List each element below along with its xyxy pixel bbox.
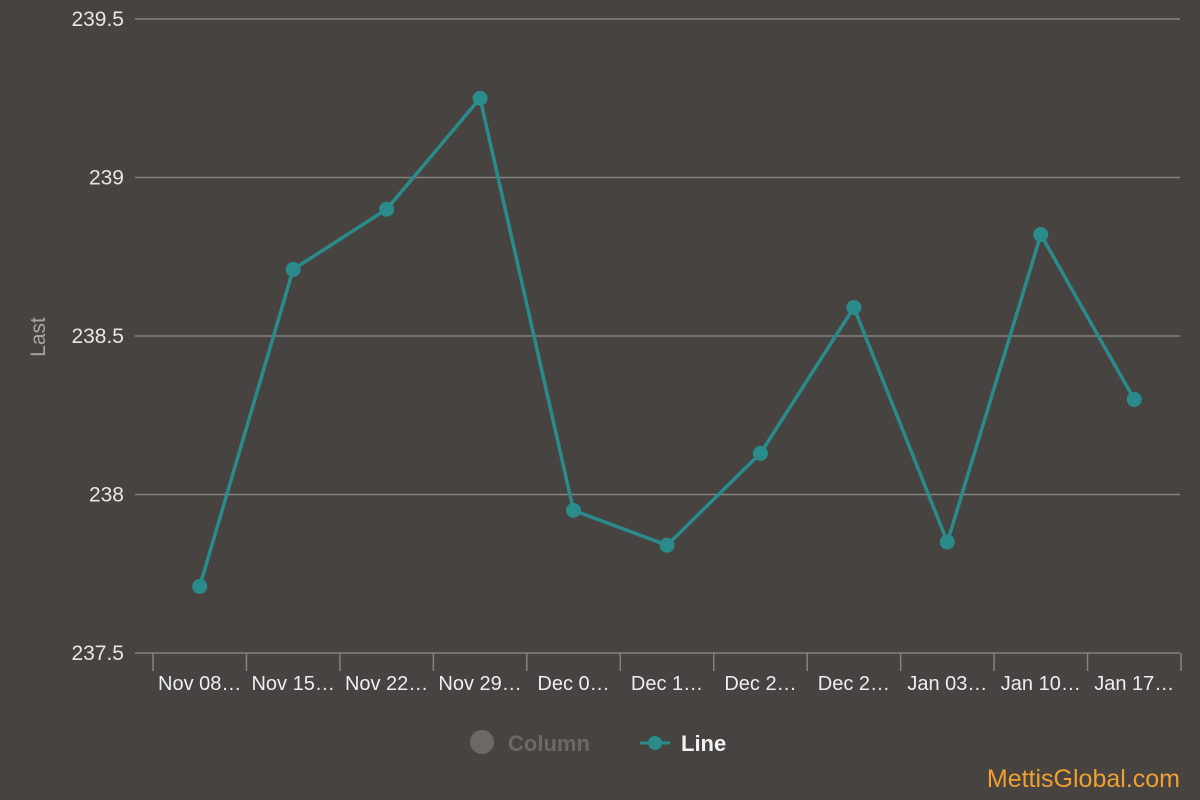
data-point (379, 201, 395, 217)
x-tick-label: Dec 0… (537, 673, 609, 695)
data-point (192, 578, 208, 594)
x-axis-ticks: Nov 08… Nov 15… Nov 22… Nov 29… Dec 0… Dec 1…… (158, 673, 1174, 695)
x-tick-label: Dec 2… (724, 673, 796, 695)
data-point (752, 445, 768, 461)
data-point (659, 537, 675, 553)
legend-label-column: Column (508, 731, 590, 756)
data-point (285, 261, 301, 277)
legend-item-line[interactable]: Line (640, 731, 726, 756)
x-axis (152, 653, 1182, 671)
data-point (566, 502, 582, 518)
x-tick-label: Jan 03… (907, 673, 987, 695)
y-tick-label: 237.5 (71, 642, 124, 665)
y-tick-label: 238.5 (71, 325, 124, 348)
x-tick-label: Dec 1… (631, 673, 703, 695)
y-tick-label: 238 (89, 484, 124, 507)
x-tick-label: Nov 08… (158, 673, 241, 695)
x-tick-label: Jan 17… (1094, 673, 1174, 695)
x-tick-label: Nov 22… (345, 673, 428, 695)
series-path (198, 96, 1136, 587)
x-tick-label: Nov 15… (251, 673, 334, 695)
circle-icon (470, 730, 494, 754)
grid-lines (135, 18, 1180, 654)
data-point (846, 299, 862, 315)
y-tick-label: 239.5 (71, 8, 124, 31)
series-line (192, 90, 1142, 594)
y-tick-label: 239 (89, 167, 124, 190)
legend: Column Line (470, 730, 726, 756)
y-axis-label: Last (27, 317, 50, 357)
x-tick-label: Jan 10… (1001, 673, 1081, 695)
data-point (1126, 391, 1142, 407)
x-tick-label: Nov 29… (438, 673, 521, 695)
legend-label-line: Line (681, 731, 726, 756)
data-point (472, 90, 488, 106)
line-marker-icon (648, 736, 662, 750)
y-axis-ticks: 239.5 239 238.5 238 237.5 (71, 8, 124, 665)
data-point (939, 534, 955, 550)
x-tick-label: Dec 2… (818, 673, 890, 695)
watermark[interactable]: MettisGlobal.com (986, 765, 1180, 793)
data-point (1033, 227, 1049, 243)
legend-item-column[interactable]: Column (470, 730, 590, 756)
